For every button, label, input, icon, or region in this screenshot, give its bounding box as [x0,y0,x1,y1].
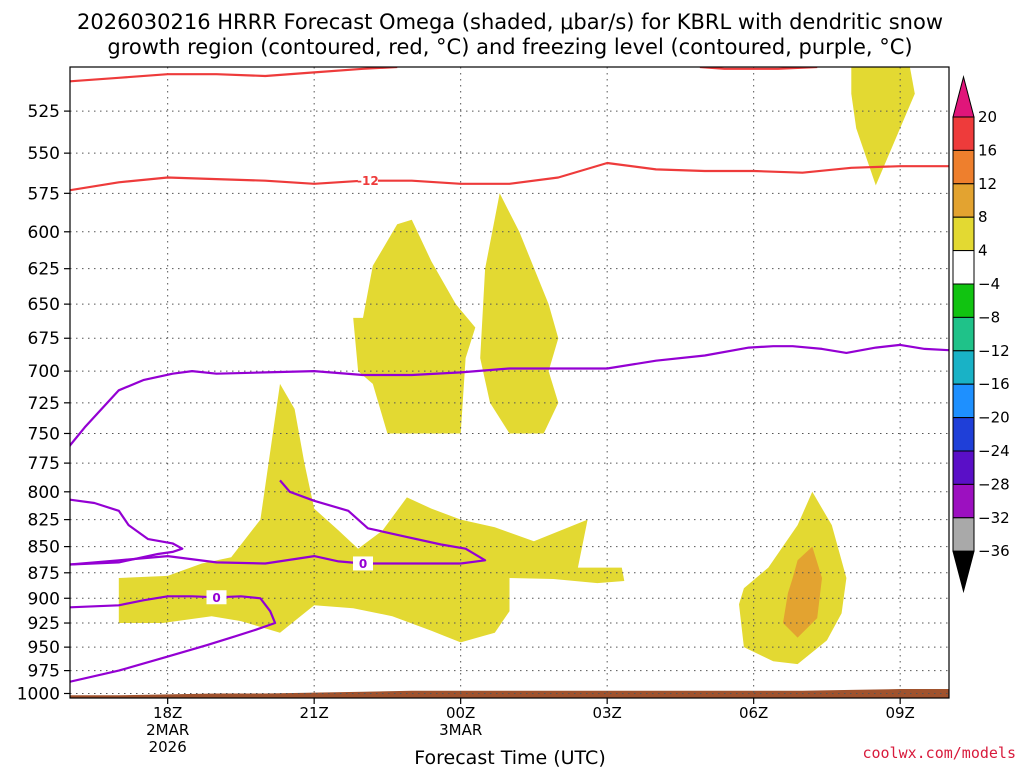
freezing-level-lower-loop-label: 0 [212,591,220,605]
colorbar-label-1: 16 [978,141,997,159]
omega-4-8-upper-plume [851,67,915,186]
colorbar-bin--20_-16 [952,383,975,419]
ytick-label-525: 525 [28,102,60,122]
colorbar-bin-8_12 [952,183,975,218]
dgz-contour-upper [70,67,398,83]
colorbar-label-12: −32 [978,509,1010,527]
xtick-label-00Z: 00Z [446,704,475,722]
colorbar-bin-4_8 [952,216,975,252]
ytick-label-950: 950 [28,638,60,658]
plot-area: -12 0 0 [70,67,949,698]
ytick-label-775: 775 [28,454,60,474]
colorbar-label-9: −20 [978,409,1010,427]
omega-4-8-mid-column-b [480,193,559,434]
colorbar-bin--32_-28 [952,483,975,519]
colorbar-bin--28_-24 [952,450,975,485]
xtick-label-03Z: 03Z [592,704,621,722]
dgz-contour-minus12-label-bg [357,173,378,188]
omega-8-12-core [783,546,822,638]
colorbar: 20 16 12 8 4 −4 −8 −12 −16 −20 −24 −28 −32 −36 [952,75,1010,594]
ground-layer [70,689,949,698]
xtick-label-2MAR: 2MAR [146,721,189,739]
colorbar-label-0: 20 [978,108,997,126]
ytick-label-575: 575 [28,184,60,204]
ytick-label-925: 925 [28,614,60,634]
colorbar-bin-16_20 [952,116,975,151]
ytick-label-800: 800 [28,483,60,503]
ytick-label-700: 700 [28,362,60,382]
omega-4-8-low-level-plume [118,383,625,643]
colorbar-bottom-arrow [952,550,975,594]
xtick-label-06Z: 06Z [739,704,768,722]
freezing-level-0-label-line [70,479,487,566]
plot-frame [69,66,950,699]
colorbar-bin--24_-20 [952,417,975,452]
colorbar-label-5: −4 [978,275,1000,293]
ytick-label-975: 975 [28,662,60,682]
xtick-label-21Z: 21Z [299,704,328,722]
credit-text: coolwx.com/models [862,744,1016,762]
freezing-level-lower-loop [70,595,277,683]
chart-title-line-1: 2026030216 HRRR Forecast Omega (shaded, … [77,10,943,34]
ytick-label-750: 750 [28,424,60,444]
colorbar-bin--12_-8 [952,316,975,352]
colorbar-label-13: −36 [978,542,1010,560]
ground-surface [70,689,949,698]
x-axis-label: Forecast Time (UTC) [414,747,605,768]
colorbar-label-8: −16 [978,375,1010,393]
ytick-label-600: 600 [28,223,60,243]
ytick-label-875: 875 [28,564,60,584]
ytick-label-675: 675 [28,329,60,349]
y-axis: 525 550 575 600 625 650 675 700 725 750 775 800 825 8… [17,102,70,704]
chart-title-line-2: growth region (contoured, red, °C) and f… [107,35,912,59]
colorbar-bin--36_-32 [952,517,975,552]
colorbar-label-11: −28 [978,475,1010,493]
ytick-label-650: 650 [28,295,60,315]
colorbar-bin-12_16 [952,149,975,185]
xtick-label-18Z: 18Z [153,704,182,722]
omega-shading-layer [118,67,915,665]
ytick-label-825: 825 [28,511,60,531]
colorbar-label-7: −12 [978,342,1010,360]
omega-4-8-right-cell [739,491,847,665]
freezing-level-0-label-line-label-bg [353,556,373,571]
dgz-contour-minus12 [70,161,949,192]
dgz-contour-minus12-label: -12 [357,174,379,188]
ytick-label-725: 725 [28,394,60,414]
colorbar-label-10: −24 [978,442,1010,460]
xtick-label-3MAR: 3MAR [439,721,482,739]
freezing-level-lower-loop-label-bg [206,590,227,605]
omega-4-8-mid-column-a [353,219,476,434]
ytick-label-900: 900 [28,589,60,609]
ytick-label-550: 550 [28,144,60,164]
xtick-label-09Z: 09Z [885,704,914,722]
colorbar-top-arrow [952,75,975,118]
ytick-label-850: 850 [28,538,60,558]
grid-layer [70,67,949,698]
ytick-label-1000: 1000 [17,684,60,704]
colorbar-label-4: 4 [978,242,988,260]
colorbar-label-2: 12 [978,175,997,193]
dgz-contour-top-right [699,67,818,70]
contour-layer: -12 0 0 [70,67,949,683]
colorbar-bin--8_-4 [952,283,975,318]
freezing-level-0-label-line-label: 0 [359,557,367,571]
colorbar-bin--16_-12 [952,350,975,385]
colorbar-bin--4_4 [952,250,975,285]
colorbar-label-3: 8 [978,208,988,226]
ytick-label-625: 625 [28,260,60,280]
freezing-level-upper [70,343,949,566]
xtick-label-2026: 2026 [149,738,187,756]
colorbar-label-6: −8 [978,308,1000,326]
